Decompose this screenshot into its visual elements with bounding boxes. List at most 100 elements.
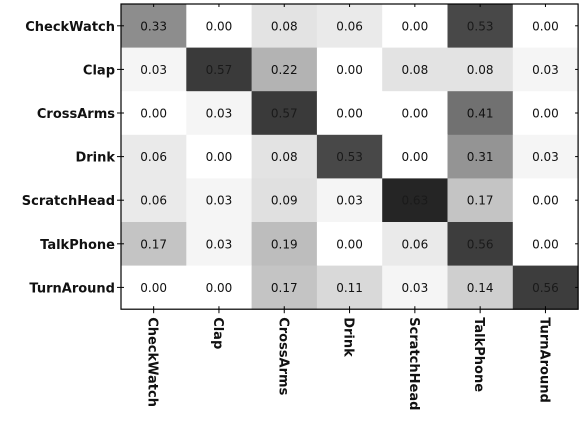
cell-value-label: 0.00 [532,194,559,208]
heatmap-cell [121,265,187,310]
heatmap-cell [512,4,579,49]
heatmap-cell [382,47,448,92]
row-labels: CheckWatch Clap CrossArms Drink ScratchHead T… [22,20,116,297]
cell-value-label: 0.41 [467,107,494,121]
heatmap-cell [512,134,579,179]
cell-value-label: 0.03 [532,63,559,77]
heatmap-cell [121,134,187,179]
cell-value-label: 0.03 [140,63,167,77]
row-label: TalkPhone [40,238,115,253]
cell-value-label: 0.09 [271,194,298,208]
cell-value-label: 0.63 [401,194,428,208]
cell-value-label: 0.00 [336,107,363,121]
heatmap-cell [316,4,383,49]
heatmap-cell [382,265,448,310]
cell-value-label: 0.00 [336,237,363,251]
heatmap-cell [186,134,253,179]
cell-value-label: 0.00 [532,19,559,33]
heatmap-cell [186,47,253,92]
cell-value-label: 0.06 [140,194,167,208]
heatmap-cell [186,178,253,223]
column-labels: CheckWatch Clap CrossArms Drink ScratchHead T… [145,317,552,410]
cell-value-label: 0.11 [336,281,363,295]
cell-value-label: 0.33 [140,19,167,33]
cell-value-label: 0.08 [271,19,298,33]
heatmap-cell [186,91,253,136]
cell-value-label: 0.53 [467,19,494,33]
heatmap-cell [251,91,318,136]
cell-value-label: 0.53 [336,150,363,164]
cell-value-label: 0.03 [532,150,559,164]
cells-layer: 0.33 0.00 0.08 0.06 0.00 0.53 0.00 0.03 0.57 0.22… [121,4,579,310]
heatmap-cell [186,222,253,267]
heatmap-cell [512,47,579,92]
heatmap-cell [316,47,383,92]
heatmap-cell [447,265,514,310]
cell-value-label: 0.08 [467,63,494,77]
heatmap-cell [316,134,383,179]
cell-value-label: 0.14 [467,281,494,295]
row-label: Drink [75,151,115,166]
cell-value-label: 0.31 [467,150,494,164]
heatmap-cell [121,91,187,136]
cell-value-label: 0.00 [336,63,363,77]
heatmap-cell [382,178,448,223]
heatmap-cell [121,178,187,223]
heatmap-cell [447,47,514,92]
cell-value-label: 0.19 [271,237,298,251]
heatmap-cell [382,4,448,49]
heatmap-cell [251,222,318,267]
heatmap-cell [251,134,318,179]
row-label: CrossArms [37,107,115,122]
heatmap-cell [186,265,253,310]
heatmap-cell [251,265,318,310]
heatmap-cell [447,134,514,179]
cell-value-label: 0.56 [532,281,559,295]
cell-value-label: 0.08 [401,63,428,77]
heatmap-cell [512,265,579,310]
column-label: Drink [341,317,356,357]
heatmap-cell [251,47,318,92]
cell-value-label: 0.00 [532,107,559,121]
column-label: CrossArms [275,317,290,395]
cell-value-label: 0.00 [206,19,233,33]
column-label: Clap [210,317,225,349]
heatmap-cell [447,178,514,223]
cell-value-label: 0.00 [532,237,559,251]
heatmap-cell [316,178,383,223]
cell-value-label: 0.00 [206,150,233,164]
plot-frame [120,3,579,310]
row-label: ScratchHead [22,194,115,209]
heatmap-cell [121,222,187,267]
heatmap-cell [382,134,448,179]
cell-value-label: 0.06 [401,237,428,251]
cell-value-label: 0.03 [206,237,233,251]
cell-value-label: 0.57 [271,107,298,121]
cell-value-label: 0.06 [336,19,363,33]
heatmap-cell [316,91,383,136]
cell-value-label: 0.17 [271,281,298,295]
column-label: ScratchHead [406,317,421,410]
heatmap-cell [447,4,514,49]
cell-value-label: 0.17 [467,194,494,208]
row-label: Clap [83,63,115,78]
column-label: TalkPhone [471,317,486,392]
cell-value-label: 0.08 [271,150,298,164]
row-label: TurnAround [29,281,115,296]
heatmap-cell [121,47,187,92]
cell-value-label: 0.56 [467,237,494,251]
heatmap-cell [382,222,448,267]
cell-value-label: 0.00 [140,107,167,121]
cell-value-label: 0.00 [401,150,428,164]
cell-value-label: 0.03 [401,281,428,295]
column-label: CheckWatch [145,317,160,407]
heatmap-cell [251,178,318,223]
cell-value-label: 0.06 [140,150,167,164]
heatmap-cell [447,91,514,136]
cell-value-label: 0.57 [206,63,233,77]
cell-value-label: 0.22 [271,63,298,77]
heatmap-cell [512,222,579,267]
cell-value-label: 0.17 [140,237,167,251]
cell-value-label: 0.00 [140,281,167,295]
